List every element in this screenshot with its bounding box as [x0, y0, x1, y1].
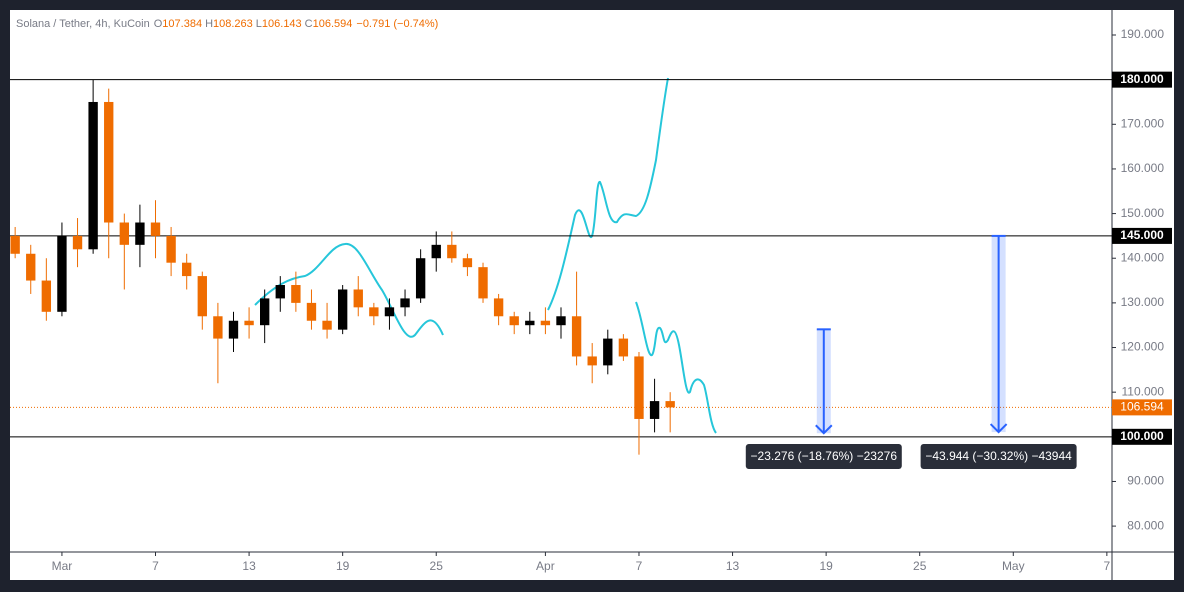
- candle-body: [369, 307, 379, 317]
- x-tick-label: May: [1002, 559, 1025, 573]
- y-tick-label: 80.000: [1127, 518, 1164, 532]
- candle-body: [540, 320, 551, 326]
- level-label-bg: [1112, 71, 1172, 88]
- ohlc-value: 106.594: [313, 18, 353, 30]
- ohlc-value: 106.143: [262, 18, 302, 30]
- candle-body: [197, 276, 207, 317]
- candle-body: [571, 316, 582, 357]
- candle-body: [10, 235, 20, 254]
- candle-body: [135, 222, 145, 245]
- candle-body: [587, 356, 597, 366]
- ohlc-label: C: [305, 18, 313, 30]
- x-tick-label: 7: [636, 559, 643, 573]
- candle-body: [337, 289, 348, 330]
- candle-body: [41, 280, 52, 312]
- level-label-bg: [1112, 227, 1172, 244]
- measure-label-bg: [745, 444, 902, 469]
- candle-body: [88, 101, 98, 250]
- level-label: 100.000: [1120, 429, 1164, 443]
- level-label-bg: [1112, 428, 1172, 445]
- projection-path: [635, 301, 717, 434]
- last-price-label-bg: [1112, 399, 1172, 416]
- candle-body: [104, 101, 114, 223]
- candle-body: [72, 235, 83, 250]
- last-price-label: 106.594: [1120, 400, 1164, 414]
- candle-body: [525, 320, 535, 326]
- candle-body: [57, 235, 67, 312]
- candle-body: [478, 267, 488, 299]
- candle-body: [618, 338, 629, 357]
- header: Solana / Tether, 4h, KuCoin O107.384 H108.…: [16, 18, 438, 30]
- candle-body: [150, 222, 161, 236]
- candle-body: [447, 244, 457, 259]
- candle-body: [228, 320, 239, 339]
- y-tick-label: 190.000: [1121, 27, 1165, 41]
- candle-body: [182, 262, 192, 277]
- measure-label: −23.276 (−18.76%) −23276: [751, 449, 898, 463]
- y-tick-label: 130.000: [1121, 295, 1165, 309]
- candle-body: [166, 235, 176, 263]
- x-tick-label: 7: [1104, 559, 1111, 573]
- y-tick-label: 150.000: [1121, 206, 1165, 220]
- ohlc-label: O: [154, 18, 163, 30]
- candle-body: [634, 356, 644, 419]
- x-tick-label: 19: [336, 559, 350, 573]
- projection-drawings: [254, 77, 717, 434]
- change: −0.791 (−0.74%): [356, 18, 438, 30]
- candle-body: [400, 298, 410, 308]
- y-tick-label: 170.000: [1121, 116, 1165, 130]
- x-tick-label: 7: [152, 559, 159, 573]
- y-tick-label: 140.000: [1121, 250, 1165, 264]
- x-tick-label: 13: [242, 559, 256, 573]
- candle-body: [665, 401, 675, 408]
- symbol: Solana / Tether, 4h, KuCoin: [16, 18, 150, 30]
- measure-label-bg: [920, 444, 1077, 469]
- candle-body: [556, 316, 566, 326]
- y-tick-label: 90.000: [1127, 474, 1164, 488]
- ohlc-value: 107.384: [162, 18, 202, 30]
- x-tick-label: Apr: [536, 559, 555, 573]
- x-tick-label: 19: [819, 559, 833, 573]
- candle-body: [213, 316, 223, 339]
- candle-body: [603, 338, 613, 366]
- candle-body: [260, 298, 270, 326]
- candle-body: [462, 258, 473, 268]
- candle-body: [306, 302, 317, 321]
- x-tick-label: 25: [430, 559, 444, 573]
- ohlc-label: H: [205, 18, 213, 30]
- y-tick-label: 120.000: [1121, 340, 1165, 354]
- candle-body: [353, 289, 363, 308]
- candle-body: [244, 320, 254, 326]
- x-tick-label: Mar: [52, 559, 73, 573]
- candle-body: [322, 320, 332, 330]
- candle-body: [431, 244, 441, 259]
- y-tick-label: 160.000: [1121, 161, 1165, 175]
- measure-label: −43.944 (−30.32%) −43944: [925, 449, 1072, 463]
- candle-body: [275, 285, 285, 299]
- measure-arrowhead: [989, 423, 1008, 434]
- level-label: 145.000: [1120, 228, 1164, 242]
- candle-body: [119, 222, 129, 245]
- candle-body: [26, 253, 36, 281]
- projection-path: [254, 242, 444, 338]
- candle-body: [509, 316, 519, 326]
- x-tick-label: 25: [913, 559, 927, 573]
- measure-arrowhead: [815, 424, 833, 435]
- x-tick-label: 13: [726, 559, 740, 573]
- candle-body: [415, 258, 426, 299]
- ohlc-label: L: [256, 18, 262, 30]
- candle-body: [291, 285, 301, 303]
- y-tick-label: 110.000: [1122, 384, 1165, 398]
- projection-path: [547, 77, 669, 311]
- candle-body: [384, 307, 395, 317]
- ohlc-value: 108.263: [213, 18, 253, 30]
- candle-body: [493, 298, 504, 317]
- level-label: 180.000: [1120, 72, 1164, 86]
- candle-body: [649, 401, 660, 419]
